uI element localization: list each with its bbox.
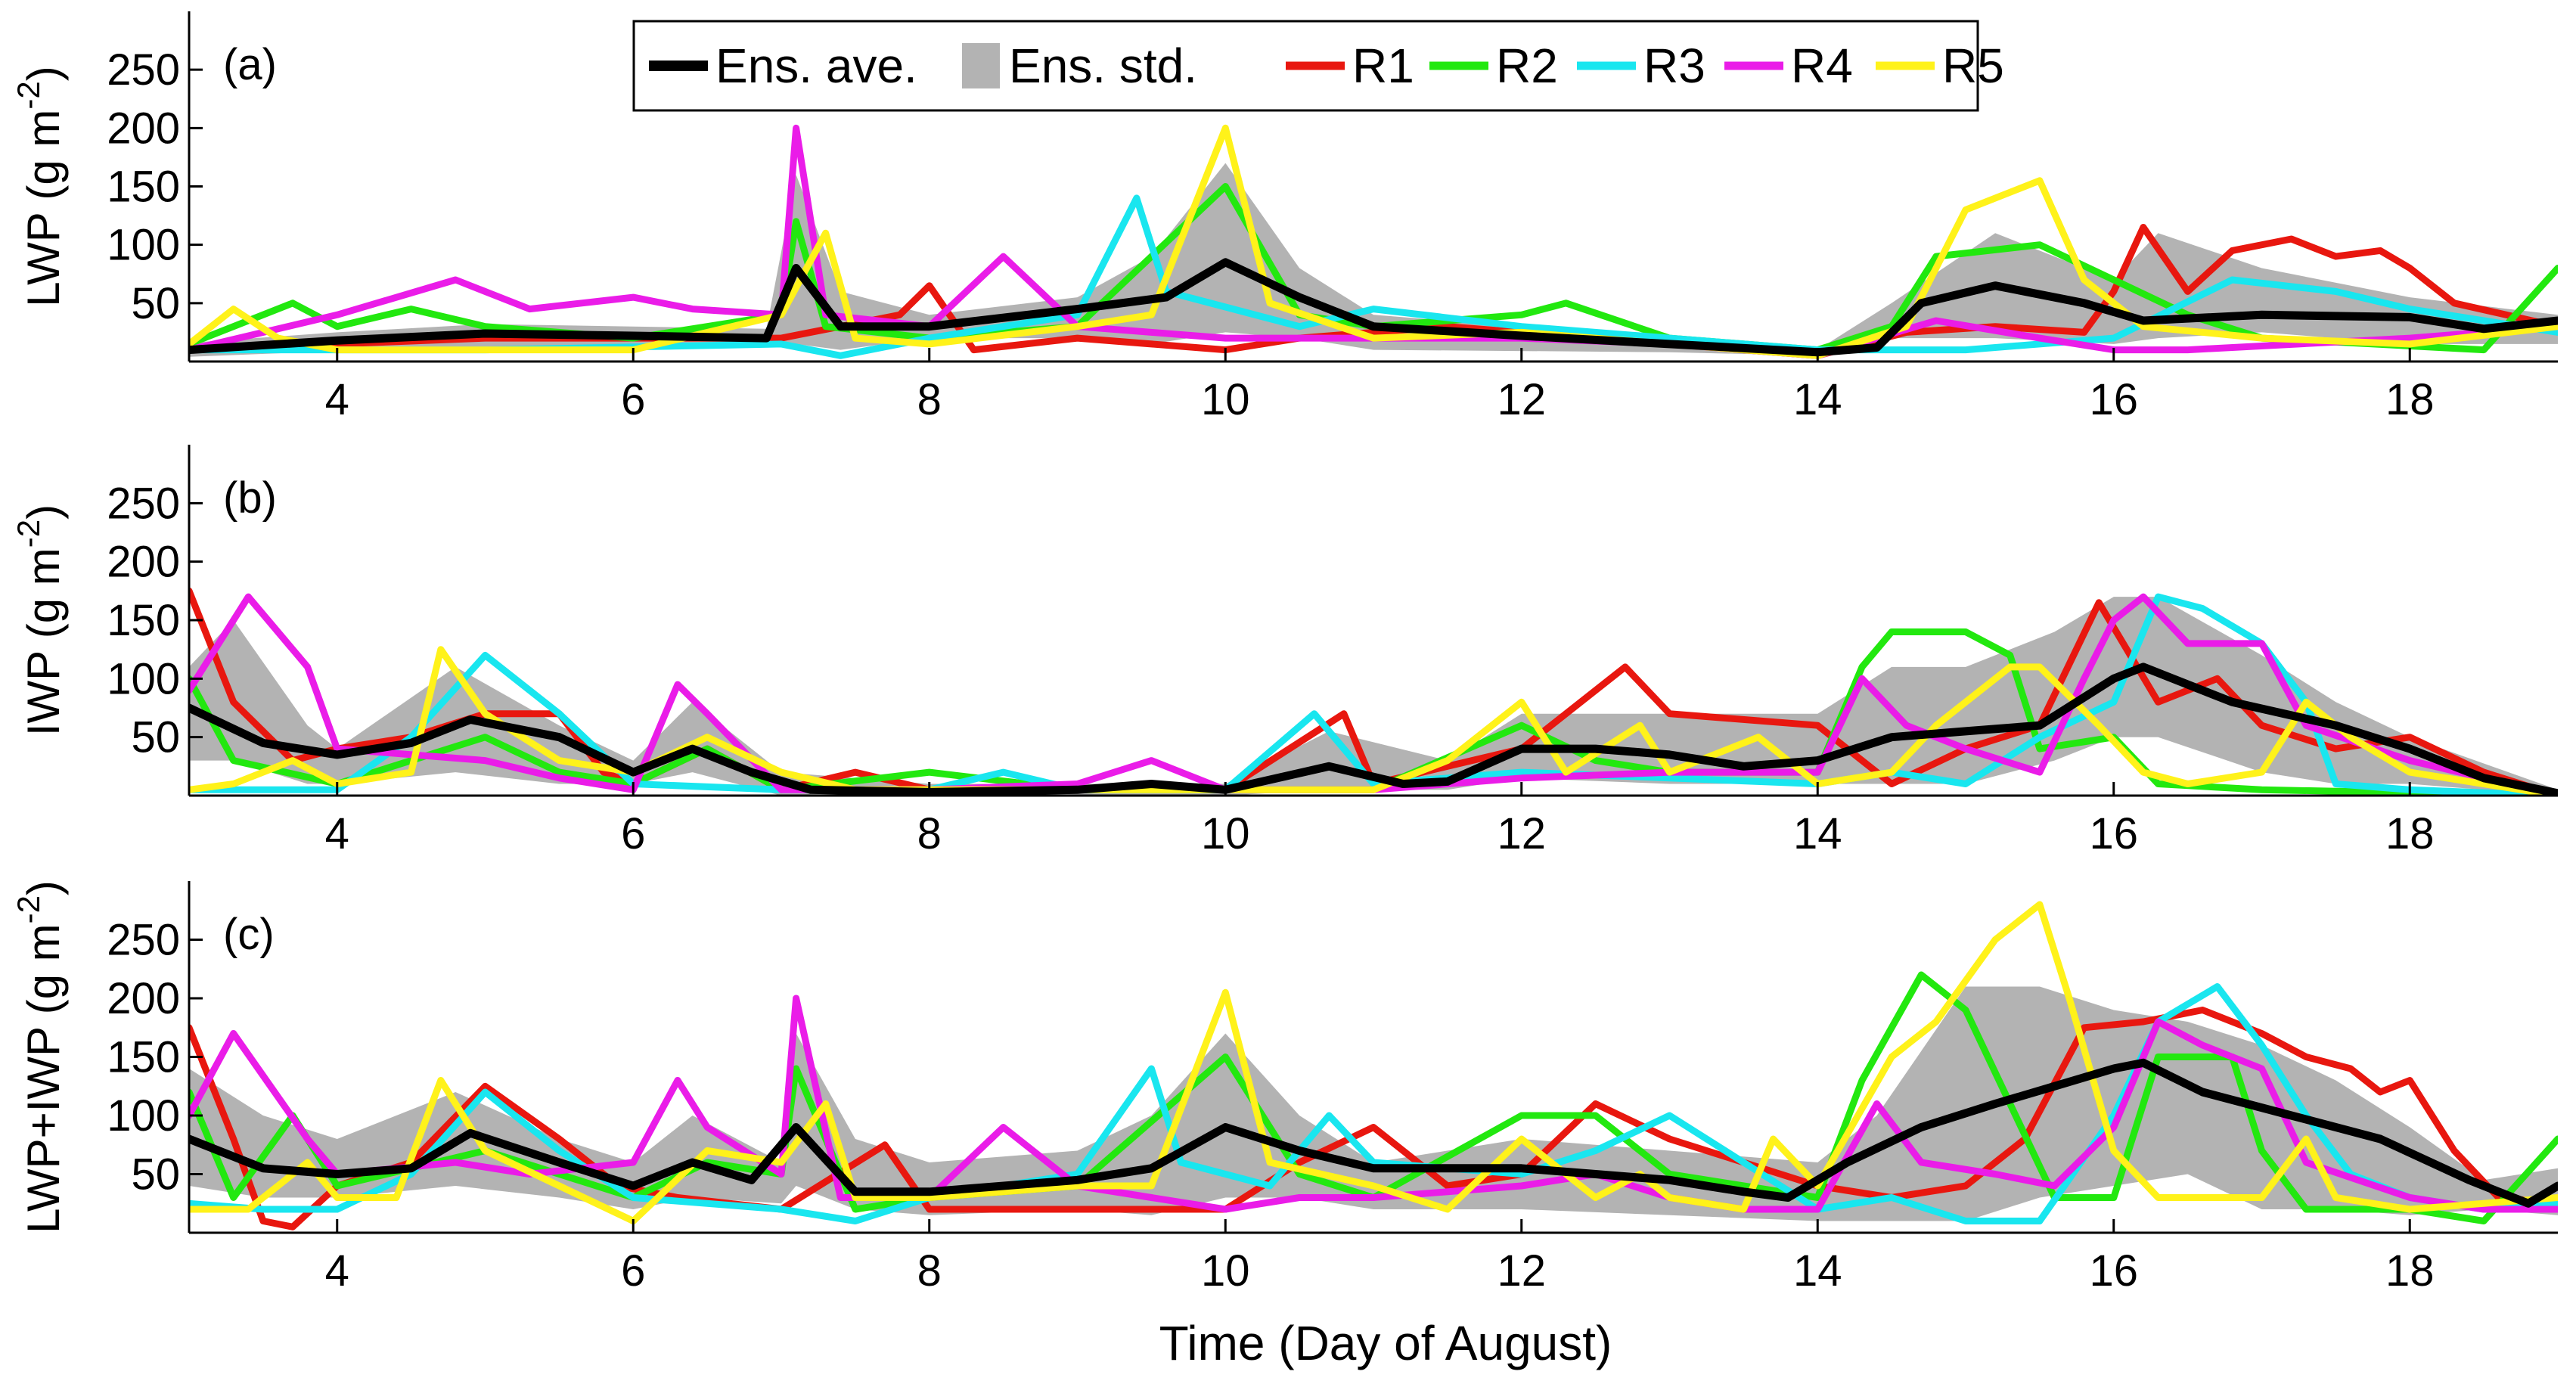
panel-c-x-tick-label: 16 (2089, 1246, 2138, 1296)
panel-b-series-r2 (189, 628, 2558, 796)
legend-label-r4: R4 (1791, 39, 1853, 93)
x-axis-label: Time (Day of August) (1159, 1316, 1612, 1370)
panel-b-x-tick-label: 4 (325, 809, 349, 858)
panel-b-x-tick-label: 6 (621, 809, 645, 858)
panel-b-y-tick-label: 250 (107, 479, 180, 528)
legend-label-r5: R5 (1942, 39, 2004, 93)
legend-label-r2: R2 (1496, 39, 1558, 93)
legend-label-std: Ens. std. (1009, 39, 1197, 93)
panel-a-x-tick-label: 14 (1793, 375, 1842, 424)
panel-a-x-tick-label: 18 (2385, 375, 2435, 424)
panel-b-label: (b) (223, 473, 277, 523)
panel-c-series-r4 (189, 995, 2558, 1213)
panel-c-series-ave (189, 1058, 2558, 1208)
panel-b-x-tick-label: 14 (1793, 809, 1842, 858)
panel-c-y-tick-label: 50 (131, 1150, 180, 1199)
legend-label-ave: Ens. ave. (715, 39, 917, 93)
legend-label-r3: R3 (1643, 39, 1705, 93)
panel-b-x-tick-label: 18 (2385, 809, 2435, 858)
panel-c-x-tick-label: 8 (917, 1246, 942, 1296)
panel-c-label: (c) (223, 910, 275, 959)
panel-a-series-r3 (189, 194, 2558, 359)
panel-c-y-tick-label: 250 (107, 916, 180, 965)
panel-c-y-tick-label: 100 (107, 1091, 180, 1140)
panel-a-x-tick-label: 12 (1497, 375, 1546, 424)
panel-c-x-tick-label: 6 (621, 1246, 645, 1296)
panel-a-y-tick-label: 200 (107, 104, 180, 153)
legend: Ens. ave. Ens. std. R1 R2 R3 R4 R5 (632, 20, 2004, 112)
panel-c-series-r2 (189, 971, 2558, 1224)
panel-b-y-tick-label: 50 (131, 713, 180, 762)
panel-c-y-axis-label: LWP+IWP (g m-2) (11, 880, 69, 1233)
panel-a-x-tick-label: 8 (917, 375, 942, 424)
panel-a-y-tick-label: 250 (107, 45, 180, 95)
panel-b-y-tick-label: 150 (107, 596, 180, 645)
panel-a-x-tick-label: 10 (1201, 375, 1250, 424)
panel-a: 50 100 150 200 250 4 6 8 10 12 14 16 18 (a) LWP (g m-2… (11, 11, 2558, 424)
panel-b-x-tick-label: 8 (917, 809, 942, 858)
panel-c-series-r5 (189, 901, 2558, 1224)
panel-c-x-tick-label: 18 (2385, 1246, 2435, 1296)
panel-c-y-tick-label: 200 (107, 974, 180, 1023)
panel-c-y-tick-label: 150 (107, 1033, 180, 1082)
panel-a-x-tick-label: 6 (621, 375, 645, 424)
legend-label-r1: R1 (1352, 39, 1414, 93)
panel-a-y-tick-label: 100 (107, 221, 180, 270)
panel-a-x-tick-label: 4 (325, 375, 349, 424)
legend-swatch-std (962, 43, 1000, 88)
panel-b-y-axis-label: IWP (g m-2) (11, 504, 69, 736)
panel-b-x-tick-label: 10 (1201, 809, 1250, 858)
panel-a-y-axis-label: LWP (g m-2) (11, 66, 69, 307)
panel-c-x-tick-label: 4 (325, 1246, 349, 1296)
panel-a-y-tick-label: 50 (131, 279, 180, 328)
panel-c-x-tick-label: 10 (1201, 1246, 1250, 1296)
panel-c: 50 100 150 200 250 4 6 8 10 12 14 16 18 (c) LWP+IWP (g… (11, 880, 2558, 1296)
panel-a-label: (a) (223, 40, 277, 89)
panel-b-series-r3 (189, 593, 2558, 796)
panel-b: 50 100 150 200 250 4 6 8 10 12 14 16 18 (b) IWP (g m-2… (11, 445, 2558, 858)
panel-b-x-tick-label: 16 (2089, 809, 2138, 858)
panel-c-x-tick-label: 12 (1497, 1246, 1546, 1296)
panel-b-series-ave (189, 663, 2558, 796)
panel-c-x-tick-label: 14 (1793, 1246, 1842, 1296)
panel-b-y-tick-label: 100 (107, 654, 180, 703)
panel-b-y-tick-label: 200 (107, 538, 180, 587)
panel-b-x-tick-label: 12 (1497, 809, 1546, 858)
panel-a-x-tick-label: 16 (2089, 375, 2138, 424)
panel-b-series-r5 (189, 646, 2558, 796)
panel-a-y-tick-label: 150 (107, 163, 180, 212)
panel-a-series-ave (189, 258, 2558, 357)
